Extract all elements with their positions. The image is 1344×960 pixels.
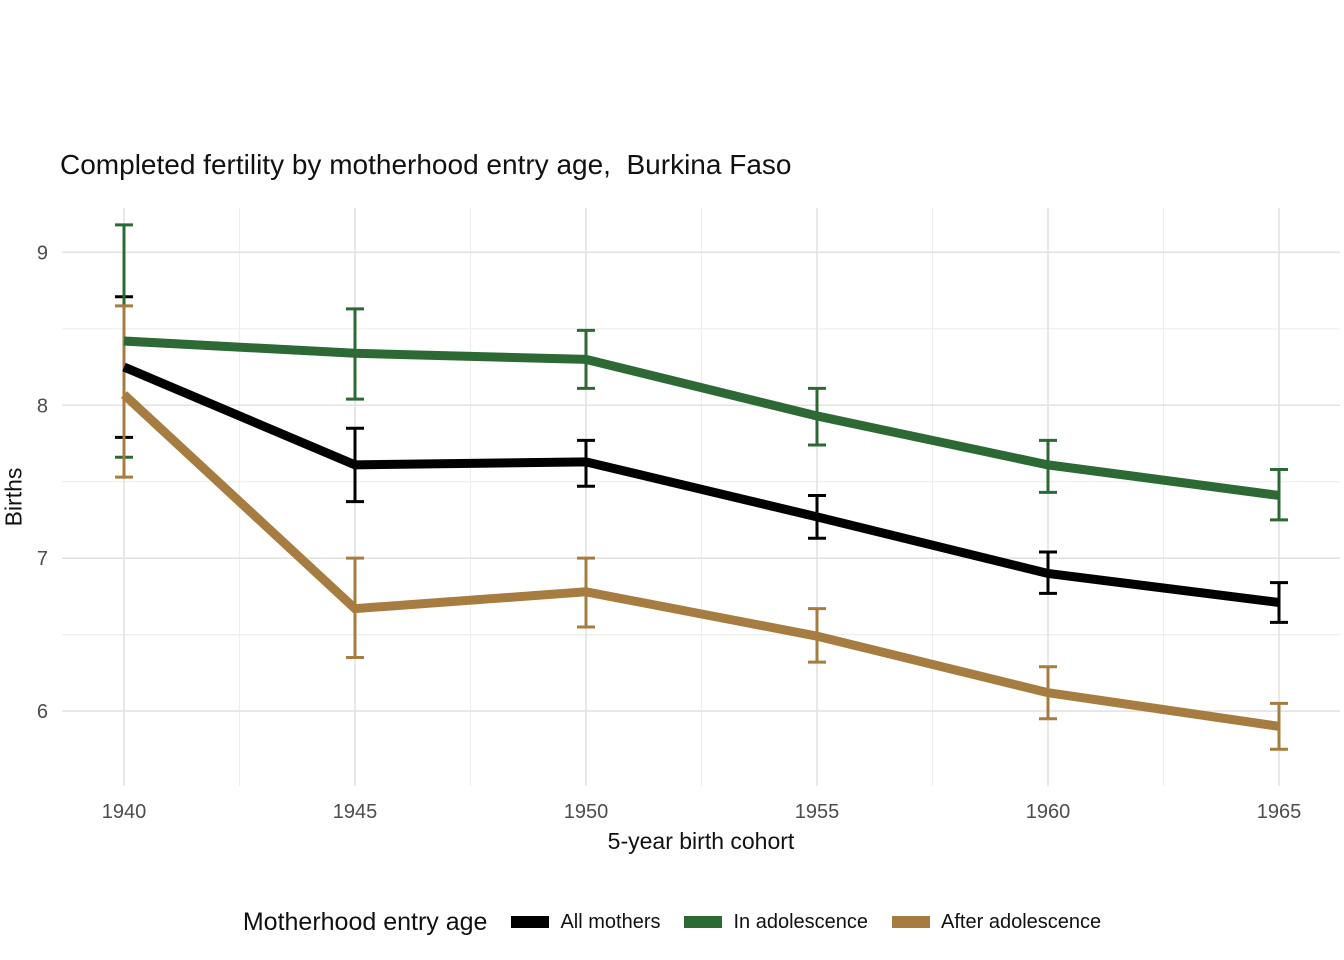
legend-entry-all-mothers: All mothers [511, 911, 660, 934]
legend-entry-label: In adolescence [733, 910, 869, 933]
x-axis-title: 5-year birth cohort [607, 828, 795, 854]
legend-entry-after-adolescence: After adolescence [892, 911, 1101, 934]
x-tick-label: 1955 [795, 801, 840, 823]
y-tick-label: 7 [37, 548, 48, 570]
y-tick-label: 9 [37, 242, 48, 264]
y-tick-label: 8 [37, 395, 48, 417]
legend-key-swatch [511, 916, 550, 928]
legend: Motherhood entry age All mothers In adole… [0, 898, 1344, 946]
legend-entry-label: After adolescence [941, 910, 1102, 933]
legend-title: Motherhood entry age [242, 907, 488, 936]
legend-key-swatch [684, 916, 723, 928]
series-line-all-mothers [122, 362, 1280, 607]
legend-key-swatch [892, 916, 931, 928]
x-tick-label: 1940 [102, 801, 147, 823]
legend-entry-in-adolescence: In adolescence [684, 911, 868, 934]
x-tick-label: 1950 [564, 801, 609, 823]
y-axis-title: Births [0, 467, 27, 527]
series-line-in-adolescence [123, 336, 1280, 500]
chart-title: Completed fertility by motherhood entry … [60, 149, 792, 180]
x-tick-label: 1960 [1026, 801, 1071, 823]
y-tick-label: 6 [37, 701, 48, 723]
legend-entry-label: All mothers [560, 910, 661, 933]
series-line-after-adolescence [120, 391, 1280, 731]
x-tick-label: 1965 [1257, 801, 1302, 823]
x-tick-label: 1945 [333, 801, 378, 823]
